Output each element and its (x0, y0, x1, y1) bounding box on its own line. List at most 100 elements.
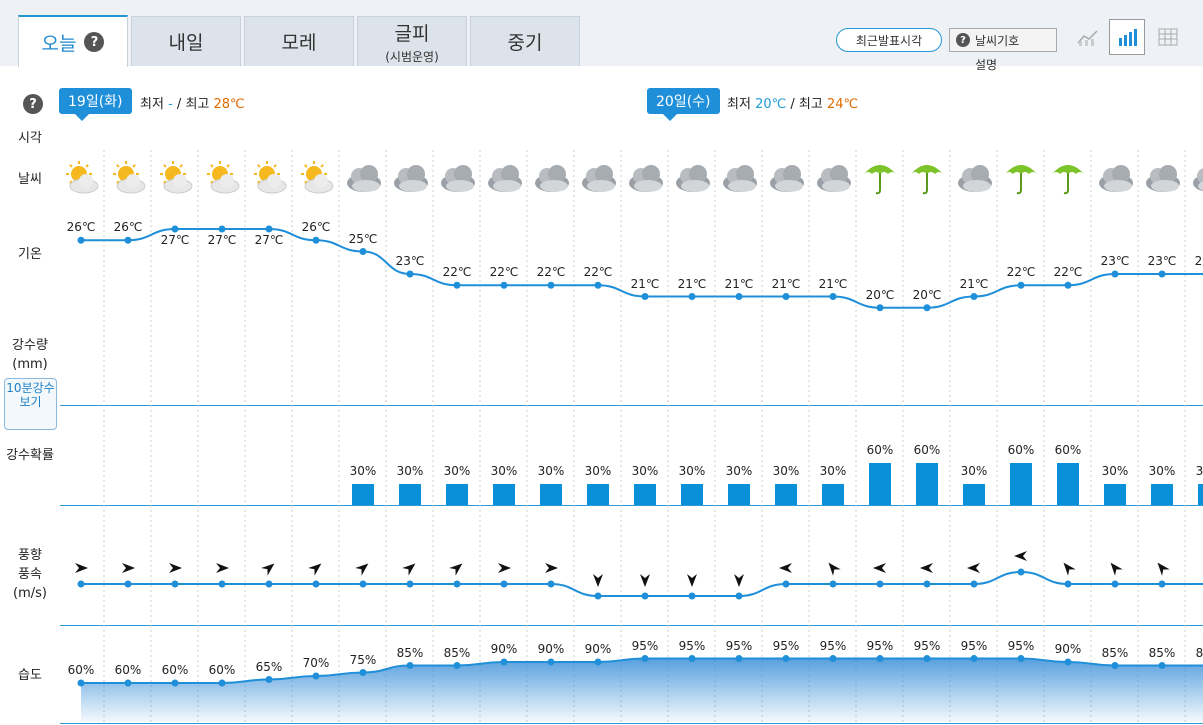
wind-point (500, 580, 508, 588)
pop-label: 30% (349, 464, 377, 478)
wind-arrow-icon (216, 563, 229, 573)
temp-label: 23℃ (1147, 254, 1177, 268)
pop-bar (399, 484, 421, 505)
temp-label: 26℃ (113, 220, 143, 235)
wind-arrow-icon (449, 563, 463, 576)
temp-point (124, 236, 132, 244)
date-badge: 20일(수) (647, 88, 720, 121)
wind-point (735, 592, 743, 600)
tab-today[interactable]: 오늘 ? (18, 15, 128, 67)
weather-symbol-button[interactable]: ? 날씨기호 (949, 28, 1057, 52)
wind-point (406, 580, 414, 588)
temp-point (970, 293, 978, 300)
wind-arrow-icon (1014, 551, 1027, 561)
cloud-icon (488, 165, 522, 192)
pop-label: 30% (960, 464, 988, 478)
cloud-icon (1146, 165, 1180, 192)
min-temp: - (168, 97, 173, 112)
temp-point (1158, 270, 1166, 278)
wind-point (1064, 580, 1072, 588)
wind-point (970, 580, 978, 588)
wind-arrow-icon (593, 574, 603, 587)
temp-point (641, 293, 649, 300)
temp-label: 21℃ (724, 276, 754, 291)
wind-arrow-icon (1157, 562, 1170, 576)
humidity-point (594, 658, 602, 666)
wind-point (1017, 568, 1025, 576)
temp-label: 22℃ (442, 265, 472, 280)
cloud-icon (394, 165, 428, 192)
wind-arrow-icon (967, 563, 980, 573)
tab-label: 내일 (168, 32, 204, 54)
humidity-label: 60% (208, 663, 236, 677)
humidity-label: 95% (960, 638, 988, 653)
humidity-label: 90% (584, 642, 612, 656)
table-view-button[interactable] (1150, 19, 1186, 55)
help-icon[interactable]: ? (23, 94, 43, 114)
wind-point (218, 580, 226, 588)
pop-bar (1057, 463, 1079, 505)
umbrella-icon (864, 165, 896, 195)
humidity-point (77, 679, 85, 687)
temp-label: 21℃ (771, 276, 801, 291)
wind-arrow-icon (75, 563, 88, 573)
humidity-label: 85% (396, 645, 424, 660)
humidity-label: 60% (161, 663, 189, 677)
precip-label: 강수량 (12, 338, 48, 353)
tab-tomorrow[interactable]: 내일 (131, 16, 241, 66)
line-chart-icon (1077, 30, 1098, 46)
humidity-label: 85% (443, 645, 471, 660)
temp-label: 22℃ (1006, 265, 1036, 280)
humidity-label: 85% (1148, 645, 1176, 660)
wind-arrow-icon (640, 574, 650, 587)
pop-label: 30% (443, 464, 471, 478)
help-icon[interactable]: ? (84, 32, 105, 52)
ten-minute-precip-button[interactable]: 10분강수보기 (4, 378, 57, 430)
humidity-point (312, 672, 320, 680)
row-label-temp: 기온 (18, 247, 42, 262)
cloud-icon (582, 165, 616, 192)
explain-label: 설명 (975, 58, 998, 72)
wind-point (77, 580, 85, 588)
tab-third-day[interactable]: 글피 (시범운영) (357, 16, 467, 66)
pop-bar (446, 484, 468, 505)
wind-line (81, 570, 1203, 597)
recent-announcement-button[interactable]: 최근발표시각 (836, 28, 942, 52)
tab-day-after[interactable]: 모레 (244, 16, 354, 66)
temp-point (547, 281, 555, 289)
temp-point (782, 293, 790, 300)
pop-label: 30% (631, 464, 659, 478)
humidity-point (641, 655, 649, 662)
temp-point (312, 236, 320, 244)
line-chart-view-button[interactable] (1070, 19, 1106, 55)
humidity-point (688, 655, 696, 662)
cloud-icon (817, 165, 851, 192)
humidity-point (265, 676, 273, 683)
wind-point (312, 580, 320, 588)
temp-point (1111, 270, 1119, 278)
wind-unit: (m/s) (13, 586, 47, 601)
wind-arrow-icon (734, 574, 744, 587)
pop-bar (775, 484, 797, 505)
pop-label: 30% (490, 464, 518, 478)
pop-bar (1104, 484, 1126, 505)
bar-chart-icon (1119, 29, 1137, 46)
row-label-humidity: 습도 (18, 668, 42, 683)
section-divider (60, 625, 1203, 626)
tab-today-label: 오늘 (41, 32, 77, 55)
pop-bar (540, 484, 562, 505)
humidity-label: 95% (725, 638, 753, 653)
sun-cloud-icon (113, 161, 146, 194)
precip-unit: (mm) (12, 357, 48, 372)
tab-sublabel: (시범운영) (385, 49, 439, 64)
humidity-point (171, 679, 179, 687)
cloud-icon (676, 165, 710, 192)
humidity-point (124, 679, 132, 687)
tab-midterm[interactable]: 중기 (470, 16, 580, 66)
wind-speed-label: 풍속 (18, 567, 42, 582)
umbrella-icon (1052, 165, 1084, 195)
bar-chart-view-button[interactable] (1109, 19, 1145, 55)
wind-arrow-icon (1110, 562, 1123, 576)
tab-label: 중기 (507, 32, 543, 54)
